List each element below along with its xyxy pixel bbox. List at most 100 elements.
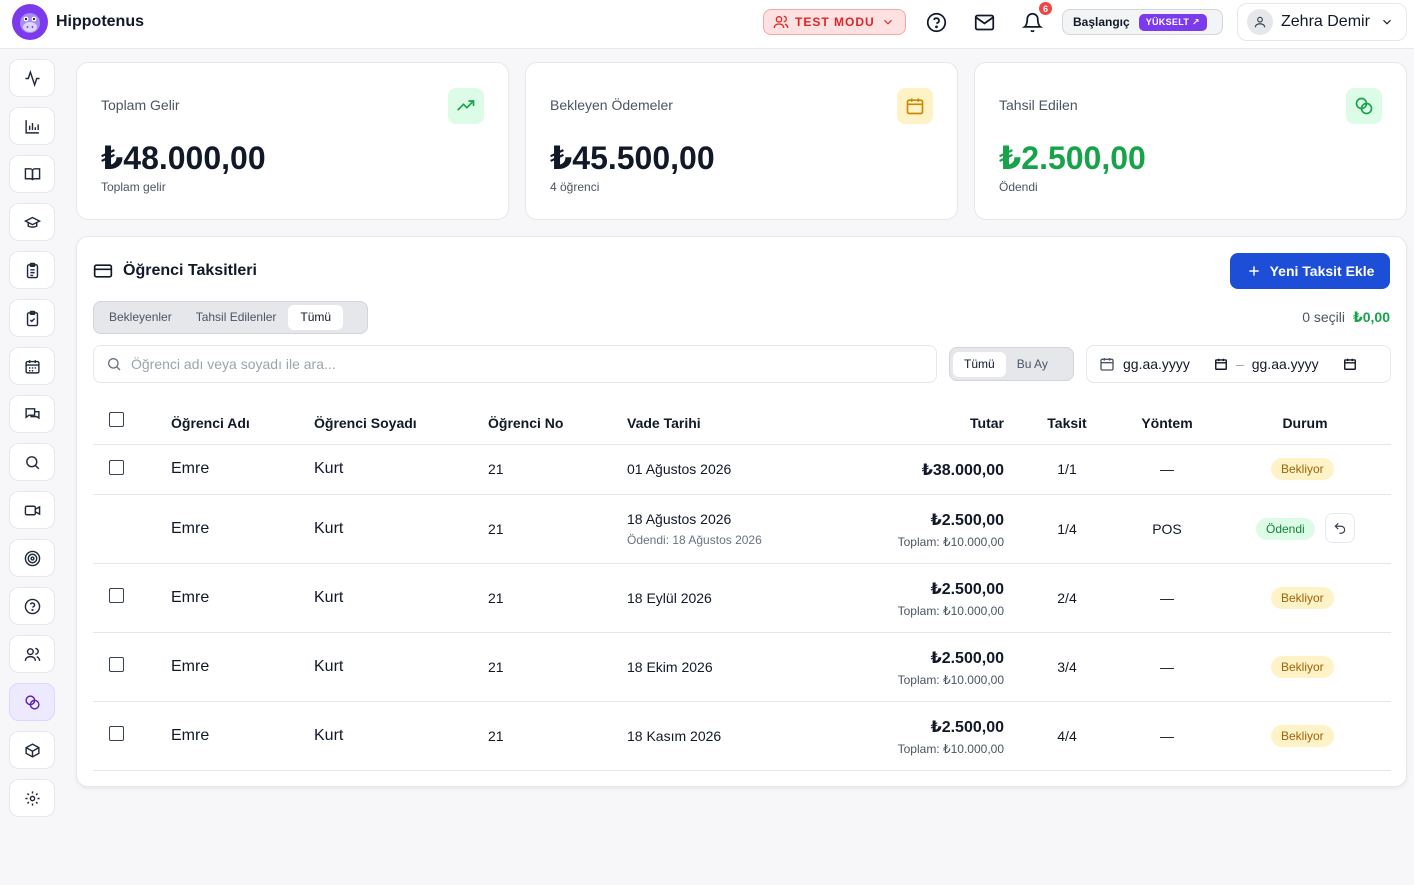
amount: ₺2.500,00 bbox=[930, 719, 1004, 736]
sidebar-item-payments[interactable] bbox=[9, 683, 55, 721]
method: — bbox=[1160, 590, 1174, 606]
chevron-down-icon bbox=[883, 19, 892, 25]
credit-card-icon bbox=[93, 264, 113, 278]
installments-panel: Öğrenci Taksitleri Yeni Taksit Ekle Bekl… bbox=[76, 236, 1407, 787]
column-method[interactable]: Yöntem bbox=[1141, 415, 1193, 431]
card-subtitle: 4 öğrenci bbox=[550, 180, 600, 194]
due-date: 01 Ağustos 2026 bbox=[627, 461, 732, 477]
users-icon bbox=[773, 15, 789, 29]
sidebar-item-students[interactable] bbox=[9, 203, 55, 241]
search-placeholder: Öğrenci adı veya soyadı ile ara... bbox=[131, 356, 336, 372]
tab-collected[interactable]: Tahsil Edilenler bbox=[195, 310, 277, 324]
trending-up-icon bbox=[448, 88, 484, 124]
column-installment[interactable]: Taksit bbox=[1047, 415, 1087, 431]
sidebar-item-reports[interactable] bbox=[9, 107, 55, 145]
column-first-name[interactable]: Öğrenci Adı bbox=[171, 415, 250, 431]
panel-title-text: Öğrenci Taksitleri bbox=[123, 262, 257, 279]
help-circle-icon bbox=[24, 598, 40, 614]
column-due-date[interactable]: Vade Tarihi bbox=[627, 415, 701, 431]
sidebar-item-users[interactable] bbox=[9, 635, 55, 673]
installment-total: Toplam: ₺10.000,00 bbox=[897, 604, 1004, 618]
row-checkbox[interactable] bbox=[109, 460, 124, 475]
student-first-name: Emre bbox=[171, 727, 210, 744]
period-tab-all[interactable]: Tümü bbox=[953, 351, 1006, 377]
stat-card-total-income: Toplam Gelir ₺48.000,00 Toplam gelir bbox=[76, 62, 509, 220]
student-last-name: Kurt bbox=[314, 460, 344, 477]
student-first-name: Emre bbox=[171, 460, 210, 477]
period-tab-this-month[interactable]: Bu Ay bbox=[1016, 356, 1048, 371]
select-all-checkbox[interactable] bbox=[109, 412, 124, 427]
video-icon bbox=[24, 505, 40, 515]
student-no: 21 bbox=[488, 728, 504, 744]
installment: 3/4 bbox=[1057, 659, 1077, 675]
installment: 1/4 bbox=[1057, 521, 1077, 537]
status-tabs: Bekleyenler Tahsil Edilenler Tümü bbox=[93, 301, 368, 334]
installment-total: Toplam: ₺10.000,00 bbox=[897, 673, 1004, 687]
card-title: Tahsil Edilen bbox=[999, 97, 1078, 113]
column-amount[interactable]: Tutar bbox=[970, 415, 1004, 431]
plan-badge[interactable]: Başlangıç YÜKSELT ↗ bbox=[1062, 9, 1223, 35]
help-circle-icon[interactable] bbox=[925, 11, 947, 33]
date-from-input[interactable]: gg.aa.yyyy bbox=[1123, 356, 1228, 372]
table-row[interactable]: Emre Kurt 21 18 Eylül 2026 ₺2.500,00 Top… bbox=[93, 564, 1391, 633]
status-badge: Bekliyor bbox=[1271, 656, 1334, 678]
due-date: 18 Ekim 2026 bbox=[627, 659, 713, 675]
activity-icon bbox=[24, 69, 40, 87]
stat-card-collected: Tahsil Edilen ₺2.500,00 Ödendi bbox=[974, 62, 1407, 220]
sidebar-item-calendar[interactable] bbox=[9, 347, 55, 385]
undo-payment-button[interactable] bbox=[1325, 513, 1355, 543]
sidebar-item-messages[interactable] bbox=[9, 395, 55, 433]
coins-icon bbox=[1346, 88, 1382, 124]
sidebar-item-activity[interactable] bbox=[9, 59, 55, 97]
table-row[interactable]: Emre Kurt 21 01 Ağustos 2026 ₺38.000,00 … bbox=[93, 445, 1391, 495]
calendar-picker-icon[interactable] bbox=[1214, 357, 1228, 371]
tab-pending[interactable]: Bekleyenler bbox=[109, 310, 172, 324]
upgrade-button[interactable]: YÜKSELT ↗ bbox=[1138, 13, 1207, 31]
due-date: 18 Eylül 2026 bbox=[627, 590, 712, 606]
sidebar-item-assignments[interactable] bbox=[9, 251, 55, 289]
mail-icon[interactable] bbox=[973, 11, 995, 33]
column-last-name[interactable]: Öğrenci Soyadı bbox=[314, 415, 417, 431]
sidebar-item-courses[interactable] bbox=[9, 155, 55, 193]
settings-icon bbox=[24, 790, 40, 806]
search-input[interactable]: Öğrenci adı veya soyadı ile ara... bbox=[93, 345, 937, 383]
sidebar-item-settings[interactable] bbox=[9, 779, 55, 817]
sidebar-item-help[interactable] bbox=[9, 587, 55, 625]
sidebar-item-search[interactable] bbox=[9, 443, 55, 481]
table-row[interactable]: Emre Kurt 21 18 Ağustos 2026 Ödendi: 18 … bbox=[93, 495, 1391, 564]
table-row[interactable]: Emre Kurt 21 18 Kasım 2026 ₺2.500,00 Top… bbox=[93, 702, 1391, 771]
book-open-icon bbox=[24, 167, 40, 180]
period-tabs: Tümü Bu Ay bbox=[949, 347, 1074, 381]
amount: ₺2.500,00 bbox=[930, 512, 1004, 529]
test-mode-dropdown[interactable]: TEST MODU bbox=[763, 9, 906, 35]
sidebar-item-video[interactable] bbox=[9, 491, 55, 529]
row-checkbox[interactable] bbox=[109, 726, 124, 741]
table-row[interactable]: Emre Kurt 21 18 Ekim 2026 ₺2.500,00 Topl… bbox=[93, 633, 1391, 702]
hippo-logo-icon[interactable] bbox=[12, 4, 48, 40]
column-status[interactable]: Durum bbox=[1282, 415, 1328, 431]
column-student-no[interactable]: Öğrenci No bbox=[488, 415, 564, 431]
installment-total: Toplam: ₺10.000,00 bbox=[897, 535, 1004, 549]
bell-icon[interactable] bbox=[1021, 11, 1043, 33]
sidebar-item-exams[interactable] bbox=[9, 299, 55, 337]
due-date: 18 Kasım 2026 bbox=[627, 728, 722, 744]
row-checkbox[interactable] bbox=[109, 657, 124, 672]
paid-date-note: Ödendi: 18 Ağustos 2026 bbox=[627, 533, 762, 547]
sidebar-item-inventory[interactable] bbox=[9, 731, 55, 769]
user-menu[interactable]: Zehra Demir bbox=[1237, 3, 1407, 41]
test-mode-label: TEST MODU bbox=[795, 15, 875, 29]
student-first-name: Emre bbox=[171, 520, 210, 537]
card-subtitle: Ödendi bbox=[999, 180, 1038, 194]
calendar-picker-icon[interactable] bbox=[1343, 357, 1357, 371]
method: — bbox=[1160, 461, 1174, 477]
student-no: 21 bbox=[488, 461, 504, 477]
row-checkbox[interactable] bbox=[109, 588, 124, 603]
installment: 4/4 bbox=[1057, 728, 1077, 744]
sidebar-item-goals[interactable] bbox=[9, 539, 55, 577]
brand-name[interactable]: Hippotenus bbox=[56, 13, 144, 30]
add-installment-button[interactable]: Yeni Taksit Ekle bbox=[1230, 253, 1390, 289]
student-no: 21 bbox=[488, 590, 504, 606]
tab-all[interactable]: Tümü bbox=[288, 305, 344, 330]
date-to-input[interactable]: gg.aa.yyyy bbox=[1252, 356, 1357, 372]
clipboard-check-icon bbox=[26, 310, 38, 326]
